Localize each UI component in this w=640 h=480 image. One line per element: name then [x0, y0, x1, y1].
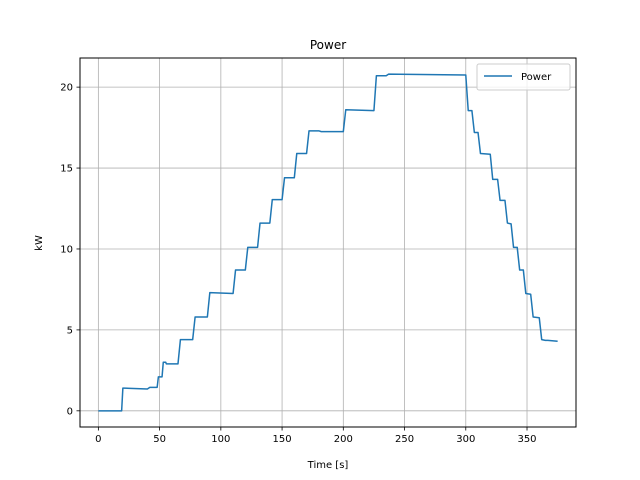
plot-area: [98, 73, 558, 412]
legend-box: [476, 63, 571, 91]
chart-title: Power: [310, 38, 346, 52]
x-tick-label: 0: [95, 434, 101, 445]
axes-frame: [79, 57, 577, 428]
y-tick-label: 10: [60, 244, 73, 255]
grid: [80, 58, 576, 427]
x-tick-label: 50: [153, 434, 166, 445]
legend: Power: [476, 63, 571, 91]
y-tick-label: 0: [67, 406, 73, 417]
x-axis-ticks: 0 50 100 150 200 250 300 350: [95, 427, 537, 445]
y-axis-ticks: 0 5 10 15 20: [60, 83, 80, 417]
series-line-power: [98, 73, 558, 412]
x-tick-label: 150: [273, 434, 292, 445]
y-tick-label: 15: [60, 164, 73, 175]
x-tick-label: 350: [517, 434, 536, 445]
x-axis-label: Time [s]: [307, 460, 349, 471]
x-tick-label: 200: [334, 434, 353, 445]
legend-label-power: Power: [521, 72, 552, 83]
x-tick-label: 100: [211, 434, 230, 445]
x-tick-label: 300: [456, 434, 475, 445]
x-tick-label: 250: [395, 434, 414, 445]
y-tick-label: 20: [60, 83, 73, 94]
y-tick-label: 5: [67, 325, 73, 336]
y-axis-label: kW: [34, 235, 45, 251]
